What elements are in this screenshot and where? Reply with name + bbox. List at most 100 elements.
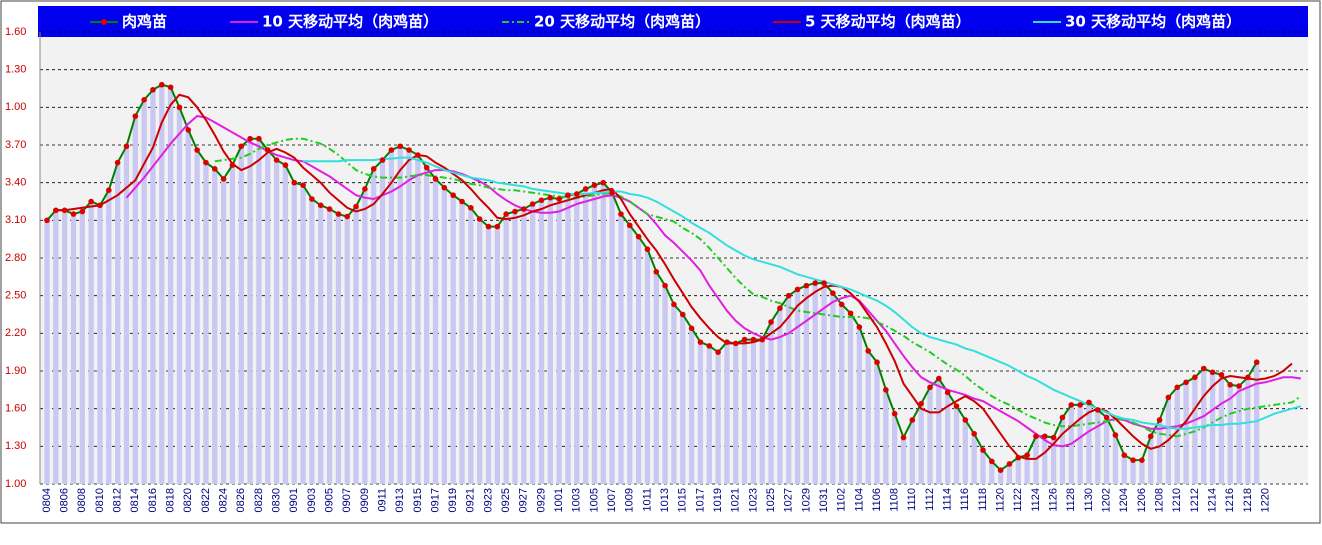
data-point (927, 384, 933, 391)
data-point (759, 336, 766, 343)
x-tick-label: 1001 (553, 488, 565, 512)
data-point (282, 162, 289, 168)
data-point (1236, 383, 1242, 389)
data-point (971, 430, 977, 437)
data-point (874, 359, 880, 366)
x-tick-label: 1216 (1224, 488, 1236, 512)
data-point (353, 203, 359, 210)
data-point (326, 206, 333, 212)
data-point (503, 211, 509, 217)
x-tick-label: 0822 (200, 488, 212, 512)
x-tick-label: 1212 (1189, 488, 1201, 512)
bar (282, 165, 289, 485)
data-point (768, 319, 774, 325)
data-point (494, 223, 501, 230)
legend-label: 30 天移动平均（肉鸡苗） (1065, 13, 1241, 31)
x-tick-label: 0806 (59, 488, 71, 512)
bar (159, 84, 165, 484)
data-point (1253, 359, 1260, 366)
bar (388, 150, 395, 484)
data-point (1112, 432, 1119, 438)
data-point (397, 143, 404, 150)
data-point (370, 166, 377, 172)
bar (353, 206, 359, 484)
x-tick-label: 0911 (376, 488, 388, 512)
data-point (547, 194, 554, 201)
data-point (317, 202, 324, 209)
data-point (556, 196, 562, 202)
data-point (847, 310, 854, 317)
bar (132, 116, 138, 484)
data-point (883, 387, 889, 393)
data-point (1086, 399, 1092, 406)
bar (847, 313, 854, 484)
x-tick-label: 0917 (429, 488, 441, 512)
bar (1077, 404, 1083, 484)
x-tick-label: 0905 (323, 488, 335, 512)
data-point (980, 447, 986, 453)
x-tick-label: 1007 (606, 488, 618, 512)
bar (574, 193, 580, 484)
data-point (432, 176, 439, 182)
x-tick-label: 0830 (270, 488, 282, 512)
data-point (891, 410, 898, 417)
data-point (936, 375, 942, 382)
bar (70, 214, 77, 485)
data-point (185, 127, 192, 133)
data-point (688, 325, 695, 332)
data-point (158, 81, 165, 88)
bar (459, 201, 465, 484)
data-point (724, 339, 730, 345)
x-tick-label: 1106 (871, 488, 883, 512)
x-tick-label: 0921 (465, 488, 477, 512)
data-point (1015, 454, 1022, 461)
bar (936, 378, 942, 484)
data-point (176, 104, 183, 111)
bar (494, 226, 500, 484)
data-point (194, 147, 200, 153)
bar (362, 188, 368, 484)
bar (680, 314, 686, 484)
data-point (468, 204, 474, 211)
data-point (335, 211, 342, 217)
bar (953, 406, 960, 484)
x-tick-label: 1208 (1153, 488, 1165, 512)
bar (44, 220, 50, 485)
data-point (697, 339, 704, 345)
x-tick-label: 0915 (412, 488, 424, 512)
bar (839, 304, 845, 484)
data-point (44, 217, 50, 224)
data-point (423, 164, 430, 171)
x-tick-label: 0919 (447, 488, 459, 512)
data-point (1174, 384, 1181, 391)
legend-marker (101, 19, 107, 25)
bar (945, 392, 951, 484)
bar (618, 214, 624, 485)
y-tick-label: 2.20 (5, 327, 26, 339)
data-point (106, 187, 112, 193)
bar (989, 461, 995, 484)
bar (1254, 362, 1260, 484)
data-point (459, 198, 465, 205)
bar (1245, 377, 1251, 484)
x-tick-label: 1220 (1259, 488, 1271, 512)
data-point (777, 305, 783, 312)
data-point (1130, 457, 1136, 463)
x-tick-label: 1110 (906, 488, 918, 511)
data-point (856, 324, 863, 330)
data-point (600, 179, 607, 186)
data-point (635, 233, 642, 240)
data-point (1050, 434, 1057, 441)
bar (79, 211, 85, 485)
x-tick-label: 1023 (747, 488, 759, 512)
bar (194, 150, 200, 484)
bar (644, 249, 651, 484)
bar (812, 283, 818, 484)
data-point (732, 340, 739, 347)
bar (1156, 419, 1163, 484)
data-point (512, 208, 518, 215)
bar (582, 188, 589, 484)
bar (1227, 384, 1233, 484)
bar (724, 342, 730, 484)
bar (300, 185, 306, 484)
